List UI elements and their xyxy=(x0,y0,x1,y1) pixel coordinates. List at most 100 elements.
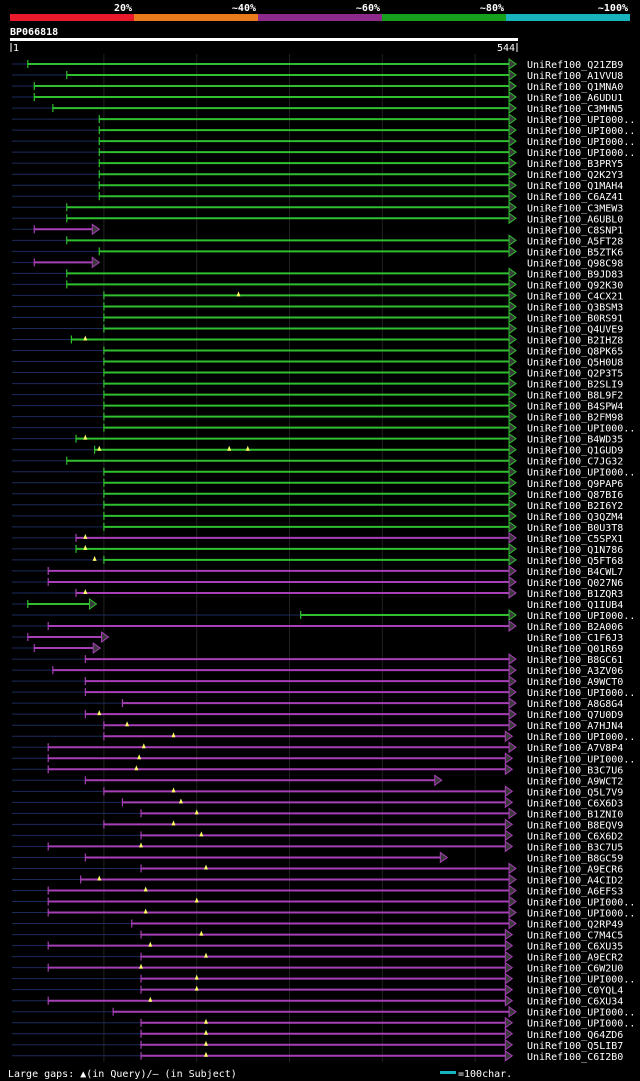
hit-label[interactable]: UniRef100_UPI000.. xyxy=(527,148,635,159)
hit-label[interactable]: UniRef100_Q3QZM4 xyxy=(527,512,623,523)
hit-label[interactable]: UniRef100_UPI000.. xyxy=(527,909,635,920)
hit-label[interactable]: UniRef100_Q1IUB4 xyxy=(527,600,623,611)
hit-label[interactable]: UniRef100_B2I6Y2 xyxy=(527,501,623,512)
hit-label[interactable]: UniRef100_Q87BI6 xyxy=(527,490,623,501)
hit-label[interactable]: UniRef100_C5SPX1 xyxy=(527,534,623,545)
hit-label[interactable]: UniRef100_Q98C98 xyxy=(527,258,623,269)
hit-label[interactable]: UniRef100_Q1N786 xyxy=(527,545,623,556)
hit-label[interactable]: UniRef100_UPI000.. xyxy=(527,115,635,126)
hit-label[interactable]: UniRef100_C6W2U0 xyxy=(527,964,623,975)
hit-label[interactable]: UniRef100_UPI000.. xyxy=(527,126,635,137)
hit-label[interactable]: UniRef100_Q5FT68 xyxy=(527,556,623,567)
hit-label[interactable]: UniRef100_B4WD35 xyxy=(527,435,623,446)
hit-label[interactable]: UniRef100_B0U3T8 xyxy=(527,523,623,534)
hit-label[interactable]: UniRef100_UPI000.. xyxy=(527,975,635,986)
hit-label[interactable]: UniRef100_B8EQV9 xyxy=(527,820,623,831)
hit-label[interactable]: UniRef100_C0YQL4 xyxy=(527,986,623,997)
hit-label[interactable]: UniRef100_B8GC59 xyxy=(527,853,623,864)
hit-end-arrow xyxy=(508,311,517,324)
hit-label[interactable]: UniRef100_A8G8G4 xyxy=(527,699,623,710)
hit-label[interactable]: UniRef100_A3ZV06 xyxy=(527,666,623,677)
hit-label[interactable]: UniRef100_B5ZTK6 xyxy=(527,247,623,258)
hit-label[interactable]: UniRef100_B3C7U6 xyxy=(527,765,623,776)
hit-label[interactable]: UniRef100_C7M4C5 xyxy=(527,931,623,942)
hit-label[interactable]: UniRef100_Q5LIB7 xyxy=(527,1041,623,1052)
hit-label[interactable]: UniRef100_UPI000.. xyxy=(527,1008,635,1019)
hit-label[interactable]: UniRef100_C6X6D2 xyxy=(527,831,623,842)
hit-label[interactable]: UniRef100_Q5H0U8 xyxy=(527,358,623,369)
hit-label[interactable]: UniRef100_Q9PAP6 xyxy=(527,479,623,490)
hit-label[interactable]: UniRef100_B1ZNI0 xyxy=(527,809,623,820)
hit-end-arrow xyxy=(508,697,517,710)
hit-label[interactable]: UniRef100_A1VVU8 xyxy=(527,71,623,82)
hit-label[interactable]: UniRef100_Q027N6 xyxy=(527,578,623,589)
hit-label[interactable]: UniRef100_B1ZQR3 xyxy=(527,589,623,600)
hit-label[interactable]: UniRef100_A5FT28 xyxy=(527,236,623,247)
hit-label[interactable]: UniRef100_B8L9F2 xyxy=(527,391,623,402)
hit-label[interactable]: UniRef100_Q64ZD6 xyxy=(527,1030,623,1041)
hit-label[interactable]: UniRef100_Q8PK65 xyxy=(527,347,623,358)
hit-label[interactable]: UniRef100_B2IHZ8 xyxy=(527,336,623,347)
hit-label[interactable]: UniRef100_UPI000.. xyxy=(527,424,635,435)
hit-label[interactable]: UniRef100_C7JG32 xyxy=(527,457,623,468)
hit-label[interactable]: UniRef100_A7V8P4 xyxy=(527,743,623,754)
hit-label[interactable]: UniRef100_A6UBL0 xyxy=(527,214,623,225)
hit-label[interactable]: UniRef100_Q01R69 xyxy=(527,644,623,655)
hit-label[interactable]: UniRef100_A9WCT2 xyxy=(527,776,623,787)
hit-label[interactable]: UniRef100_UPI000.. xyxy=(527,754,635,765)
hit-label[interactable]: UniRef100_A9WCT0 xyxy=(527,677,623,688)
gap-marker xyxy=(141,743,146,749)
hit-label[interactable]: UniRef100_Q21ZB9 xyxy=(527,60,623,71)
hit-label[interactable]: UniRef100_A9ECR2 xyxy=(527,953,623,964)
hit-label[interactable]: UniRef100_C6X6D3 xyxy=(527,798,623,809)
hit-label[interactable]: UniRef100_Q92K30 xyxy=(527,280,623,291)
hit-label[interactable]: UniRef100_Q1GUD9 xyxy=(527,446,623,457)
hit-end-arrow xyxy=(508,653,517,666)
hit-label[interactable]: UniRef100_B3C7U5 xyxy=(527,842,623,853)
hit-label[interactable]: UniRef100_Q3BSM3 xyxy=(527,302,623,313)
hit-label[interactable]: UniRef100_UPI000.. xyxy=(527,898,635,909)
hit-end-arrow xyxy=(508,906,517,919)
hit-label[interactable]: UniRef100_A6UDU1 xyxy=(527,93,623,104)
hit-label[interactable]: UniRef100_Q1MNA0 xyxy=(527,82,623,93)
hit-label[interactable]: UniRef100_Q5L7V9 xyxy=(527,787,623,798)
hit-label[interactable]: UniRef100_Q1MAH4 xyxy=(527,181,623,192)
hit-label[interactable]: UniRef100_C6I2B0 xyxy=(527,1052,623,1063)
hit-label[interactable]: UniRef100_UPI000.. xyxy=(527,468,635,479)
hit-label[interactable]: UniRef100_Q2P3T5 xyxy=(527,369,623,380)
hit-label[interactable]: UniRef100_Q2K2Y3 xyxy=(527,170,623,181)
hit-label[interactable]: UniRef100_B2SLI9 xyxy=(527,380,623,391)
hit-label[interactable]: UniRef100_C6XU35 xyxy=(527,942,623,953)
hit-label[interactable]: UniRef100_C6AZ41 xyxy=(527,192,623,203)
hit-label[interactable]: UniRef100_UPI000.. xyxy=(527,137,635,148)
hit-label[interactable]: UniRef100_B3PRY5 xyxy=(527,159,623,170)
hit-label[interactable]: UniRef100_UPI000.. xyxy=(527,732,635,743)
hit-label[interactable]: UniRef100_Q2RP49 xyxy=(527,920,623,931)
hit-label[interactable]: UniRef100_B9JD83 xyxy=(527,269,623,280)
hit-label[interactable]: UniRef100_A4CID2 xyxy=(527,875,623,886)
footer-legend: Large gaps: ▲(in Query)/– (in Subject) xyxy=(8,1069,237,1080)
hit-label[interactable]: UniRef100_C1F6J3 xyxy=(527,633,623,644)
hit-label[interactable]: UniRef100_B4SPW4 xyxy=(527,402,623,413)
hit-label[interactable]: UniRef100_A6EFS3 xyxy=(527,887,623,898)
hit-label[interactable]: UniRef100_B2A006 xyxy=(527,622,623,633)
hit-label[interactable]: UniRef100_B4CWL7 xyxy=(527,567,623,578)
hit-label[interactable]: UniRef100_Q4UVE9 xyxy=(527,324,623,335)
hit-label[interactable]: UniRef100_C3MHN5 xyxy=(527,104,623,115)
hit-label[interactable]: UniRef100_C8SNP1 xyxy=(527,225,623,236)
hit-label[interactable]: UniRef100_C4CX21 xyxy=(527,291,623,302)
hit-label[interactable]: UniRef100_C3MEW3 xyxy=(527,203,623,214)
hit-label[interactable]: UniRef100_B2FM98 xyxy=(527,413,623,424)
hit-end-arrow xyxy=(504,1027,514,1040)
hit-label[interactable]: UniRef100_UPI000.. xyxy=(527,611,635,622)
hit-label[interactable]: UniRef100_C6XU34 xyxy=(527,997,623,1008)
hit-label[interactable]: UniRef100_Q7U0D9 xyxy=(527,710,623,721)
hit-label[interactable]: UniRef100_A9ECR6 xyxy=(527,864,623,875)
hit-label[interactable]: UniRef100_UPI000.. xyxy=(527,688,635,699)
hit-label[interactable]: UniRef100_UPI000.. xyxy=(527,1019,635,1030)
hit-label[interactable]: UniRef100_B0RS91 xyxy=(527,313,623,324)
hit-label[interactable]: UniRef100_A7HJN4 xyxy=(527,721,623,732)
gap-marker xyxy=(83,588,88,594)
hit-label[interactable]: UniRef100_B8GC61 xyxy=(527,655,623,666)
